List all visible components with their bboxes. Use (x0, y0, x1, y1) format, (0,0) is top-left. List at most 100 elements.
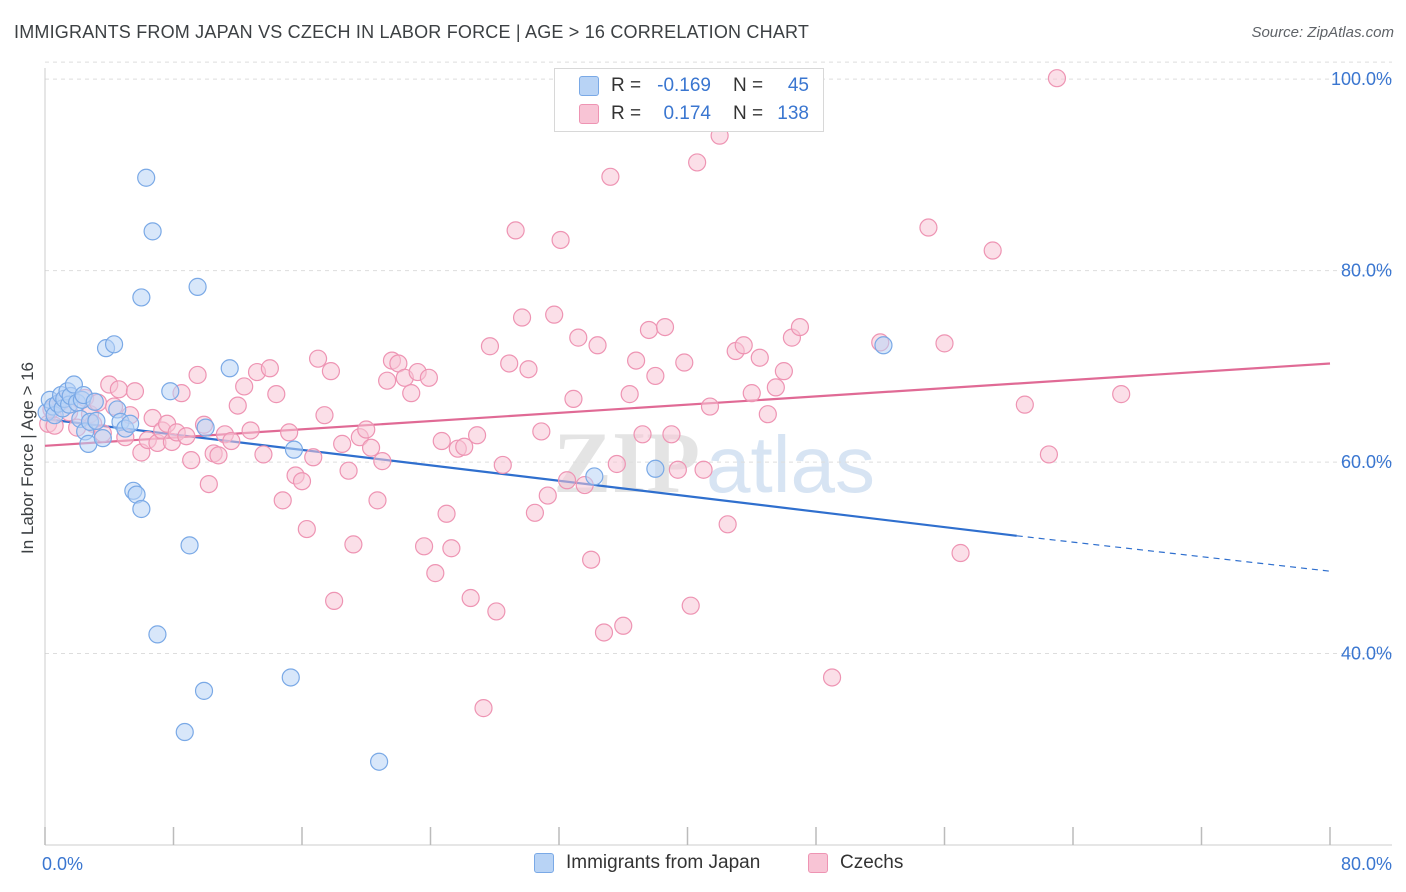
legend-n-value: 45 (787, 75, 809, 96)
czech-points (39, 69, 1131, 718)
czech-point (487, 602, 506, 621)
watermark-atlas: atlas (706, 420, 875, 509)
grid-lines (45, 61, 1392, 655)
czech-point (368, 491, 387, 510)
japan-point (874, 336, 893, 355)
japan-point (143, 222, 162, 241)
czech-point (308, 349, 328, 368)
czech-point (177, 427, 196, 446)
czech-point (655, 317, 675, 337)
legend-n-value: 138 (777, 103, 809, 124)
czech-point (588, 336, 607, 355)
czech-point (199, 474, 218, 494)
series-legend-swatch-japan (534, 853, 554, 873)
czech-point (551, 230, 570, 250)
y-tick-label: 100.0% (1331, 69, 1392, 89)
czech-point (315, 406, 334, 425)
czech-point (1015, 395, 1034, 414)
czech-point (228, 396, 247, 415)
czech-point (519, 360, 538, 379)
y-tick-labels: 40.0% 60.0% 80.0% 100.0% (1331, 69, 1392, 663)
czech-point (525, 503, 545, 522)
czech-point (500, 354, 519, 373)
czech-point (493, 455, 512, 475)
czech-point (639, 320, 659, 340)
legend-r-value: -0.169 (657, 75, 711, 96)
japan-point (132, 288, 151, 307)
czech-point (557, 471, 577, 490)
czech-point (614, 616, 633, 635)
czech-point (758, 405, 777, 424)
czech-point (109, 380, 128, 399)
legend-swatch-japan (579, 76, 599, 96)
japan-point (284, 440, 304, 459)
czech-point (333, 434, 352, 453)
czech-point (626, 351, 646, 370)
czech-point (951, 543, 970, 563)
czech-point (1047, 69, 1067, 88)
czech-point (235, 377, 254, 396)
czech-point (222, 431, 241, 451)
czech-point (594, 623, 614, 642)
czech-point (620, 385, 639, 404)
legend-r-label: R = (611, 103, 642, 124)
czech-point (532, 422, 551, 441)
japan-point (132, 499, 151, 519)
czech-point (742, 384, 761, 403)
czech-point (766, 378, 785, 397)
czech-point (325, 591, 344, 610)
czech-point (361, 438, 381, 457)
japan-point (93, 429, 112, 448)
czech-point (1112, 385, 1131, 404)
czech-point (506, 221, 525, 240)
czech-point (480, 337, 500, 356)
series-legend-label: Czechs (840, 852, 904, 873)
japan-point (585, 467, 604, 486)
czech-point (357, 420, 376, 439)
x-tick-label: 80.0% (1341, 854, 1392, 874)
legend-n-label: N = (733, 75, 764, 96)
czech-point (582, 550, 601, 569)
czech-point (182, 451, 201, 470)
watermark: ZIP atlas (553, 415, 875, 512)
czech-point (718, 515, 737, 534)
czech-point (442, 539, 461, 558)
legend-r-value: 0.174 (663, 103, 711, 124)
czech-point (402, 384, 421, 403)
czech-point (700, 397, 720, 416)
chart-title: IMMIGRANTS FROM JAPAN VS CZECH IN LABOR … (14, 22, 810, 42)
czech-point (188, 365, 207, 385)
czech-point (437, 504, 456, 523)
x-tick-labels: 0.0% 80.0% (42, 854, 1392, 874)
stats-legend: R = -0.169 N = 45 R = 0.174 N = 138 (554, 68, 824, 132)
czech-point (646, 366, 665, 386)
series-legend-czech: Czechs (808, 852, 903, 874)
czech-point (983, 241, 1002, 260)
czech-point (668, 460, 687, 479)
czech-point (260, 359, 279, 378)
czech-point (601, 167, 620, 186)
czech-point (569, 328, 588, 347)
czech-point (538, 486, 557, 505)
czech-point (681, 596, 700, 615)
y-tick-label: 60.0% (1341, 452, 1392, 472)
czech-point (694, 460, 713, 479)
y-tick-label: 80.0% (1341, 261, 1392, 281)
series-legend-swatch-czech (808, 853, 828, 873)
japan-point (180, 536, 199, 555)
japan-point (161, 382, 180, 401)
czech-point (919, 218, 938, 237)
czech-point (432, 431, 451, 451)
japan-point (137, 168, 156, 187)
czech-point (339, 461, 358, 480)
czech-point (125, 382, 145, 401)
czech-point (241, 421, 260, 440)
czech-point (419, 368, 438, 387)
series-legend-japan: Immigrants from Japan (534, 852, 760, 874)
japan-point (196, 418, 215, 437)
czech-point (254, 445, 273, 464)
czech-point (1039, 445, 1059, 464)
czech-point (750, 348, 769, 367)
japan-point (220, 359, 239, 378)
